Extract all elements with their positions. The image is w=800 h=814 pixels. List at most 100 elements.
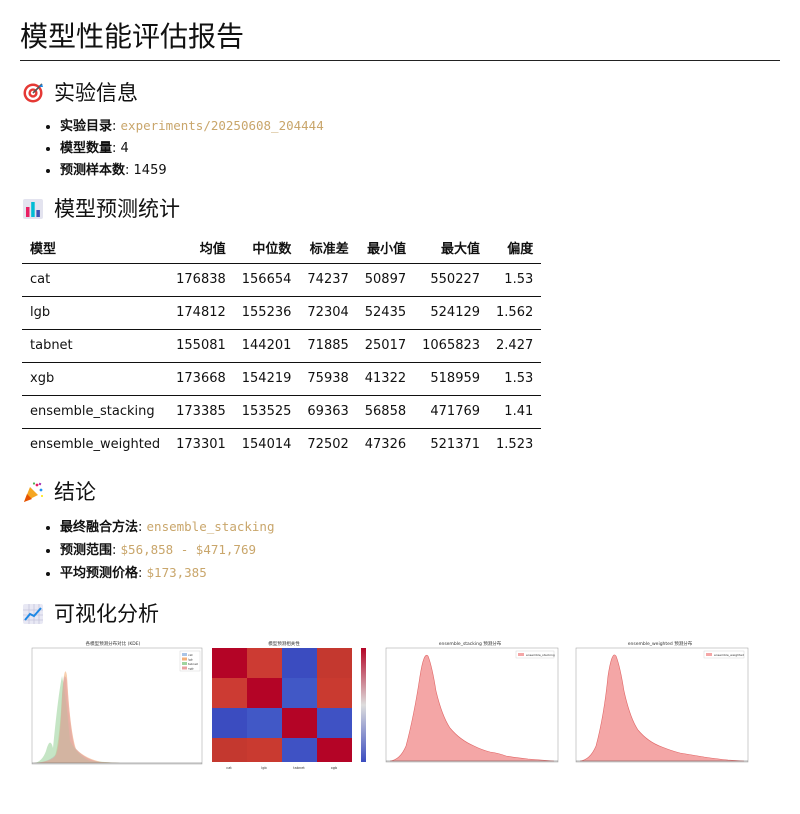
trend-chart-icon [23, 604, 43, 624]
stat-cell: 47326 [364, 437, 407, 453]
conclusion-list: 最终融合方法: ensemble_stacking 预测范围: $56,858 … [20, 516, 780, 585]
stat-cell: 2.427 [488, 329, 542, 363]
column-header: 最小值 [356, 233, 415, 264]
column-header: 最大值 [414, 233, 489, 264]
stat-cell: 1.53 [488, 263, 542, 297]
model-name-cell: tabnet [22, 329, 169, 363]
svg-text:ensemble_stacking: ensemble_stacking [526, 653, 555, 657]
svg-text:xgb: xgb [188, 667, 194, 671]
svg-text:模型预测相关性: 模型预测相关性 [268, 640, 300, 647]
stat-cell: 173385 [168, 395, 234, 429]
table-row: ensemble_weighted 173301 154014 72502 47326 5… [22, 428, 541, 461]
list-item: 预测范围: $56,858 - $471,769 [60, 539, 780, 562]
stat-cell: 156654 [233, 263, 300, 297]
column-header: 均值 [168, 233, 234, 264]
svg-text:tabnet: tabnet [293, 766, 305, 770]
target-icon [23, 83, 43, 103]
party-popper-icon [24, 482, 43, 502]
svg-text:ensemble_stacking 预测分布: ensemble_stacking 预测分布 [439, 640, 502, 647]
column-header: 模型 [22, 233, 169, 264]
stat-cell: 75938 [299, 362, 357, 396]
table-header-row: 模型 均值 中位数 标准差 最小值 最大值 偏度 [22, 233, 542, 264]
svg-text:cat: cat [226, 766, 232, 770]
table-row: tabnet 155081 144201 71885 25017 1065823 2.427 [22, 329, 542, 363]
section-heading-stats: 模型预测统计 [20, 195, 780, 223]
svg-text:tabnet: tabnet [188, 662, 199, 666]
stat-cell: 50897 [356, 263, 415, 297]
method-value: ensemble_stacking [146, 519, 275, 534]
section-heading-visualization: 可视化分析 [20, 600, 780, 628]
stat-cell: 144201 [233, 329, 300, 363]
stat-cell: 154219 [233, 362, 300, 396]
colorbar [361, 648, 366, 762]
thumb-title: 各模型预测分布对比 (KDE) [86, 640, 141, 647]
section-heading-conclusion: 结论 [20, 478, 780, 506]
stat-cell: 155236 [233, 296, 300, 330]
model-name-cell: ensemble_stacking [22, 395, 169, 429]
table-row: lgb 174812 155236 72304 52435 524129 1.562 [22, 296, 542, 330]
stat-cell: 155081 [168, 329, 234, 363]
stat-cell: 25017 [356, 329, 415, 363]
avg-value: $173,385 [146, 565, 207, 580]
stat-cell: 173668 [168, 362, 234, 396]
stats-table: 模型 均值 中位数 标准差 最小值 最大值 偏度 cat 176838 156654 74237 5… [22, 233, 542, 461]
experiment-dir-value: experiments/20250608_204444 [120, 118, 324, 133]
list-item: 模型数量: 4 [60, 138, 780, 160]
svg-text:ensemble_weighted 预测分布: ensemble_weighted 预测分布 [628, 640, 693, 647]
experiment-info-list: 实验目录: experiments/20250608_204444 模型数量: … [20, 115, 780, 182]
stat-cell: 1.41 [488, 395, 542, 429]
stat-cell: 173301 [176, 437, 226, 453]
column-header: 标准差 [299, 233, 357, 264]
column-header: 偏度 [488, 233, 542, 264]
stacking-distribution-thumbnail[interactable]: ensemble_stacking 预测分布 ensemble_stacking [378, 636, 562, 772]
stat-cell: 521371 [430, 437, 481, 453]
stat-cell: 52435 [356, 296, 415, 330]
svg-text:lgb: lgb [261, 766, 267, 770]
list-item: 平均预测价格: $173,385 [60, 562, 780, 585]
stat-cell: 1065823 [414, 329, 489, 363]
stat-cell: 72304 [299, 296, 357, 330]
bar-chart-icon [23, 199, 43, 219]
model-name-cell: ensemble_weighted [30, 437, 161, 453]
stat-cell: 41322 [356, 362, 415, 396]
weighted-distribution-thumbnail[interactable]: ensemble_weighted 预测分布 ensemble_weighted [568, 636, 752, 772]
stat-cell: 153525 [233, 395, 300, 429]
model-name-cell: lgb [22, 296, 169, 330]
correlation-heatmap-thumbnail[interactable]: 模型预测相关性 cat lgb tabnet xgb [212, 636, 372, 772]
stat-cell: 176838 [168, 263, 234, 297]
stat-cell: 69363 [299, 395, 357, 429]
model-name-cell: cat [22, 263, 169, 297]
svg-text:lgb: lgb [188, 658, 193, 662]
stat-cell: 1.523 [496, 437, 534, 453]
svg-text:xgb: xgb [331, 766, 338, 770]
stat-cell: 524129 [414, 296, 489, 330]
section-heading-experiment: 实验信息 [20, 79, 780, 107]
model-name-cell: xgb [22, 362, 169, 396]
svg-text:cat: cat [188, 653, 193, 657]
stat-cell: 71885 [299, 329, 357, 363]
stat-cell: 74237 [299, 263, 357, 297]
stat-cell: 471769 [414, 395, 489, 429]
stat-cell: 1.53 [488, 362, 542, 396]
table-row: xgb 173668 154219 75938 41322 518959 1.53 [22, 362, 542, 396]
list-item: 最终融合方法: ensemble_stacking [60, 516, 780, 539]
stat-cell: 518959 [414, 362, 489, 396]
range-value: $56,858 - $471,769 [120, 542, 256, 557]
kde-comparison-thumbnail[interactable]: 各模型预测分布对比 (KDE) cat lgb tabnet xgb [20, 636, 206, 772]
visualization-gallery: 各模型预测分布对比 (KDE) cat lgb tabnet xgb 模型预测相… [20, 636, 780, 772]
stat-cell: 56858 [356, 395, 415, 429]
stat-cell: 550227 [414, 263, 489, 297]
list-item: 实验目录: experiments/20250608_204444 [60, 115, 780, 138]
table-row: ensemble_stacking 173385 153525 69363 56858 4… [22, 395, 542, 429]
stat-cell: 154014 [241, 437, 292, 453]
model-count-value: 4 [120, 141, 129, 156]
table-row: cat 176838 156654 74237 50897 550227 1.53 [22, 263, 542, 297]
stat-cell: 174812 [168, 296, 234, 330]
svg-text:ensemble_weighted: ensemble_weighted [714, 653, 744, 657]
page-title: 模型性能评估报告 [20, 0, 780, 61]
report-page: 模型性能评估报告 实验信息 实验目录: experiments/20250608… [0, 0, 800, 772]
column-header: 中位数 [233, 233, 300, 264]
stat-cell: 1.562 [488, 296, 542, 330]
sample-count-value: 1459 [133, 163, 167, 178]
list-item: 预测样本数: 1459 [60, 160, 780, 182]
